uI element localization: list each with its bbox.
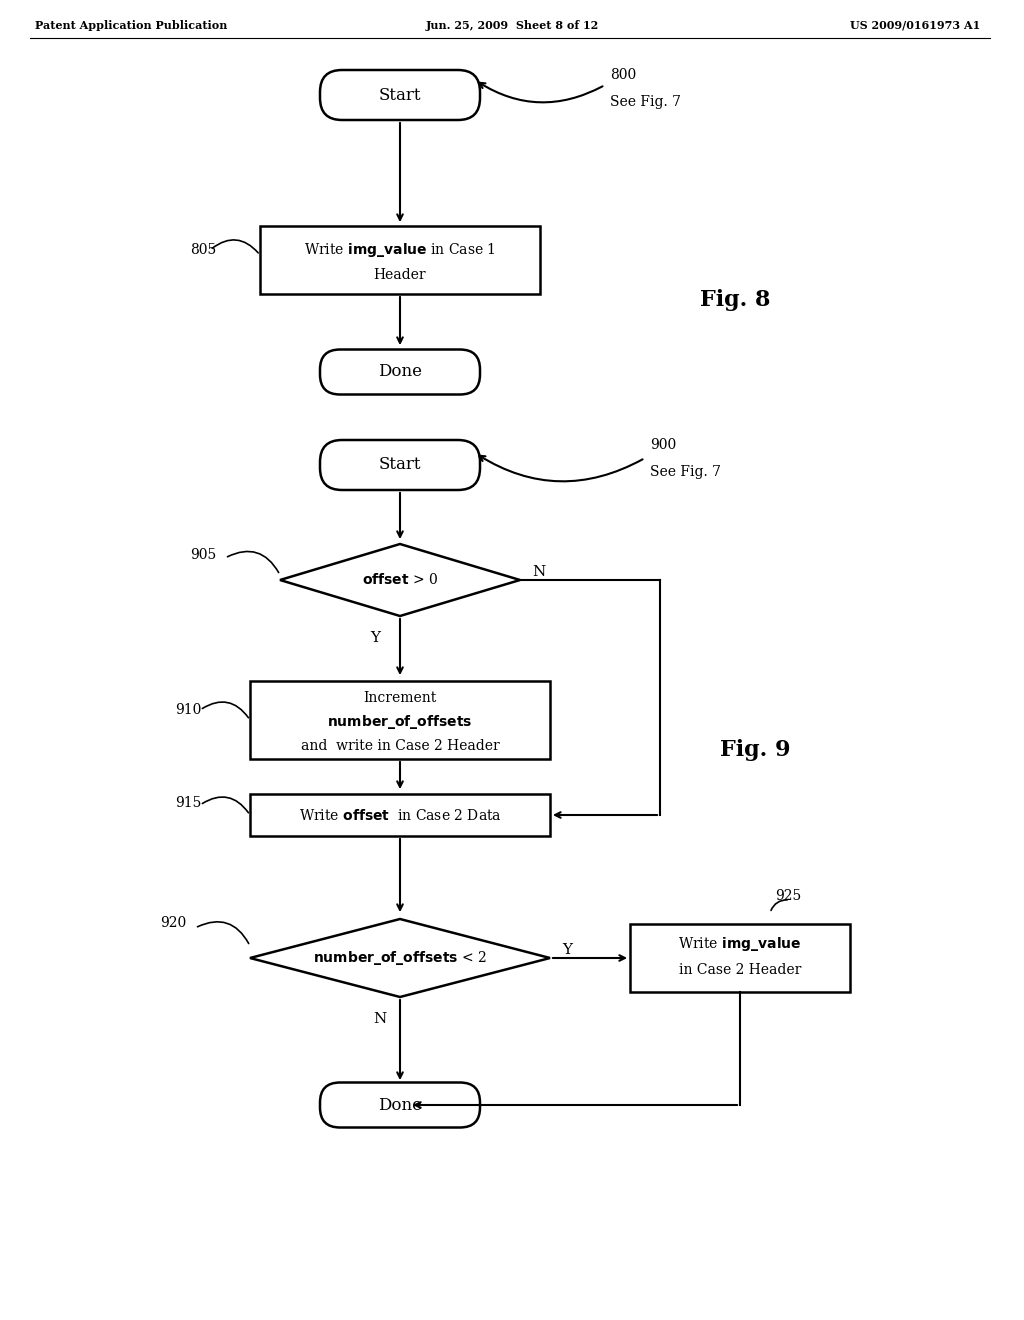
FancyBboxPatch shape — [319, 70, 480, 120]
Text: Write $\bf{img\_value}$: Write $\bf{img\_value}$ — [678, 935, 802, 953]
Polygon shape — [280, 544, 520, 616]
Bar — [630, 924, 850, 993]
Text: 910: 910 — [175, 704, 202, 717]
Text: Fig. 9: Fig. 9 — [720, 739, 791, 762]
Text: Write $\bf{img\_value}$ in Case 1: Write $\bf{img\_value}$ in Case 1 — [304, 242, 496, 259]
Text: Patent Application Publication: Patent Application Publication — [35, 20, 227, 30]
Text: Header: Header — [374, 268, 426, 282]
Text: Jun. 25, 2009  Sheet 8 of 12: Jun. 25, 2009 Sheet 8 of 12 — [425, 20, 599, 30]
Text: 905: 905 — [190, 548, 216, 562]
Polygon shape — [250, 919, 550, 997]
Text: See Fig. 7: See Fig. 7 — [650, 465, 721, 479]
Text: $\bf{number\_of\_offsets}$ < 2: $\bf{number\_of\_offsets}$ < 2 — [313, 949, 487, 968]
Text: 920: 920 — [160, 916, 186, 931]
Text: N: N — [374, 1012, 387, 1026]
Text: 925: 925 — [775, 888, 801, 903]
Text: in Case 2 Header: in Case 2 Header — [679, 964, 801, 977]
FancyBboxPatch shape — [319, 350, 480, 395]
Text: Y: Y — [562, 942, 572, 957]
Text: N: N — [532, 565, 545, 579]
Text: Done: Done — [378, 1097, 422, 1114]
Bar — [250, 795, 550, 836]
Text: Fig. 8: Fig. 8 — [700, 289, 770, 312]
FancyBboxPatch shape — [319, 1082, 480, 1127]
Text: 800: 800 — [610, 69, 636, 82]
Text: and  write in Case 2 Header: and write in Case 2 Header — [301, 739, 500, 752]
Text: $\bf{offset}$ > 0: $\bf{offset}$ > 0 — [361, 573, 438, 587]
Text: Increment: Increment — [364, 690, 436, 705]
Bar — [250, 681, 550, 759]
Text: Start: Start — [379, 87, 421, 103]
Text: 805: 805 — [190, 243, 216, 257]
Text: 915: 915 — [175, 796, 202, 810]
Text: US 2009/0161973 A1: US 2009/0161973 A1 — [850, 20, 980, 30]
Text: Done: Done — [378, 363, 422, 380]
Text: $\bf{number\_of\_offsets}$: $\bf{number\_of\_offsets}$ — [328, 713, 473, 731]
Bar — [260, 226, 540, 294]
FancyBboxPatch shape — [319, 440, 480, 490]
Text: Write $\bf{offset}$  in Case 2 Data: Write $\bf{offset}$ in Case 2 Data — [299, 808, 502, 822]
Text: 900: 900 — [650, 438, 676, 451]
Text: See Fig. 7: See Fig. 7 — [610, 95, 681, 110]
Text: Y: Y — [370, 631, 380, 645]
Text: Start: Start — [379, 457, 421, 474]
